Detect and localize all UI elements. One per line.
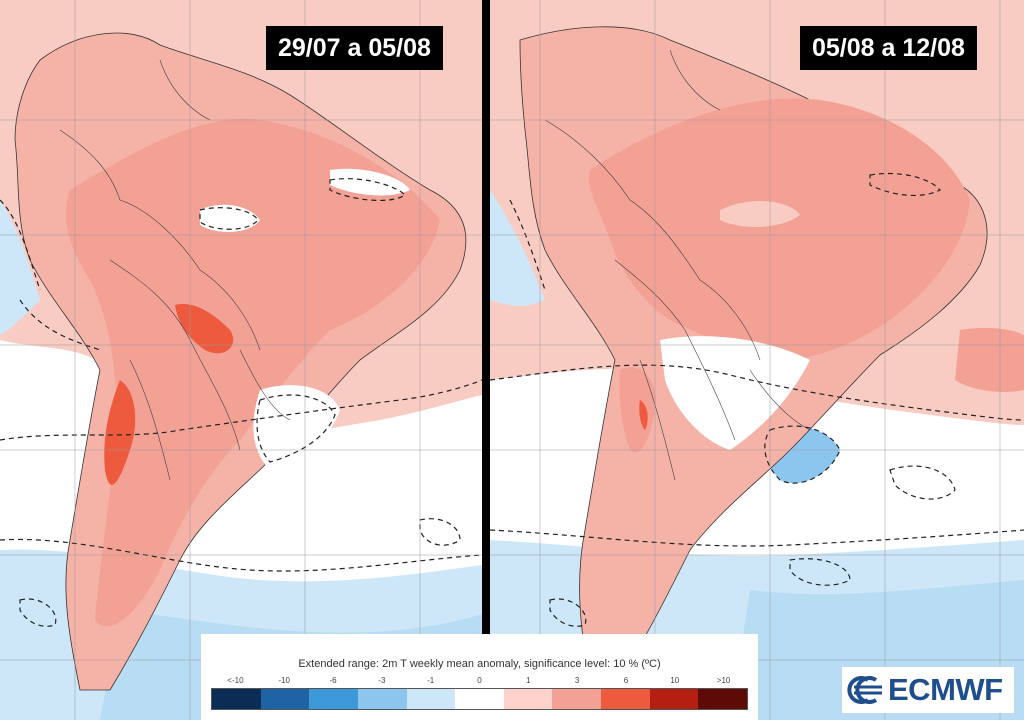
legend-swatch <box>309 689 358 709</box>
legend-swatch <box>455 689 504 709</box>
legend-tick-label: 3 <box>574 676 580 685</box>
map-panel-week2: 05/08 a 12/08 <box>490 0 1024 720</box>
legend-tick-label: 6 <box>623 676 629 685</box>
legend-tick-label: -10 <box>278 676 290 685</box>
weak-pocket <box>720 200 800 227</box>
period-label-week2: 05/08 a 12/08 <box>800 26 977 70</box>
neutral-pocket-south <box>660 336 810 450</box>
legend-tick-label: 1 <box>526 676 531 685</box>
warm-zone-moderate <box>589 98 970 360</box>
logo-text: ECMWF <box>888 672 1003 707</box>
legend-tick-label: 0 <box>477 676 482 685</box>
warm-zone-andes <box>619 367 656 453</box>
neutral-pocket-2 <box>330 168 410 196</box>
legend-color-bar <box>211 688 748 710</box>
anomaly-map-week2 <box>490 0 1024 720</box>
neutral-strip-west <box>0 340 105 466</box>
warm-zone-strong <box>639 400 648 430</box>
period-label-week1: 29/07 a 05/08 <box>266 26 443 70</box>
legend-tick-labels: <-10 -10 -6 -3 -1 0 1 3 6 10 >10 <box>211 676 748 688</box>
significance-contours <box>490 172 1024 627</box>
legend-tick-label: >10 <box>716 676 731 685</box>
legend-swatch <box>698 689 748 709</box>
ecmwf-logo: ECMWF <box>842 667 1014 713</box>
legend-tick-label: 10 <box>670 676 680 685</box>
country-borders <box>544 49 811 481</box>
legend-tick-label: -3 <box>378 676 386 685</box>
legend-swatch <box>552 689 602 709</box>
legend-swatch <box>357 689 407 709</box>
neutral-pocket-3 <box>253 385 340 470</box>
legend-swatch <box>649 689 699 709</box>
ecmwf-logo-icon <box>847 676 882 704</box>
legend-tick-label: -6 <box>329 676 337 685</box>
cool-strip-west <box>490 190 545 306</box>
color-legend: Extended range: 2m T weekly mean anomaly… <box>201 634 758 720</box>
legend-swatch <box>601 689 650 709</box>
legend-swatch <box>406 689 456 709</box>
legend-swatch <box>212 689 261 709</box>
legend-tick-label: <-10 <box>227 676 244 685</box>
panel-divider <box>482 0 490 720</box>
cool-strip-west <box>0 200 40 335</box>
legend-title: Extended range: 2m T weekly mean anomaly… <box>298 658 661 670</box>
country-borders <box>59 59 291 481</box>
significance-contours <box>0 178 482 627</box>
warm-zone-strong-2 <box>104 380 136 485</box>
anomaly-map-week1 <box>0 0 482 720</box>
map-panel-week1: 29/07 a 05/08 <box>0 0 482 720</box>
legend-tick-label: -1 <box>427 676 435 685</box>
warm-zone-strong-1 <box>175 304 234 354</box>
warm-zone-moderate <box>66 118 440 627</box>
legend-swatch <box>260 689 310 709</box>
warm-zone-ocean-east <box>955 327 1024 392</box>
legend-swatch <box>503 689 553 709</box>
